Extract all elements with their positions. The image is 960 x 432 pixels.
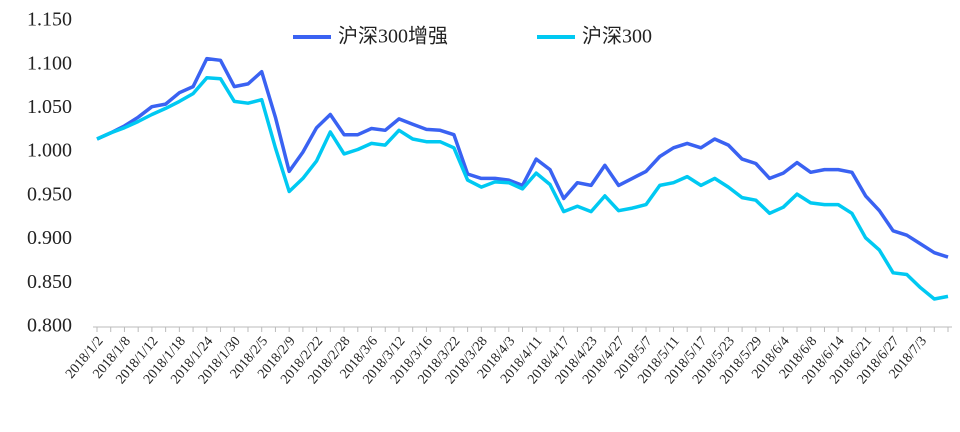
y-tick-label: 1.000: [27, 140, 72, 162]
y-tick-label: 1.050: [27, 96, 72, 118]
y-tick-label: 0.950: [27, 183, 72, 205]
series-line: [96, 56, 949, 259]
series-line: [96, 76, 949, 301]
y-tick-label: 0.850: [27, 271, 72, 293]
y-tick-label: 1.150: [27, 9, 72, 31]
y-tick-label: 0.800: [27, 315, 72, 337]
legend-label: 沪深300: [582, 25, 652, 48]
y-tick-label: 0.900: [27, 227, 72, 249]
y-tick-label: 1.100: [27, 52, 72, 74]
legend-label: 沪深300增强: [338, 25, 448, 48]
